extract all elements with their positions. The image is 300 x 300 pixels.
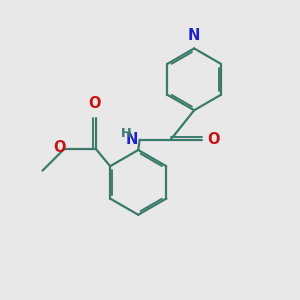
Text: N: N: [126, 132, 138, 147]
Text: H: H: [121, 127, 132, 140]
Text: N: N: [188, 28, 200, 43]
Text: O: O: [207, 132, 220, 147]
Text: O: O: [88, 96, 100, 111]
Text: O: O: [53, 140, 65, 155]
